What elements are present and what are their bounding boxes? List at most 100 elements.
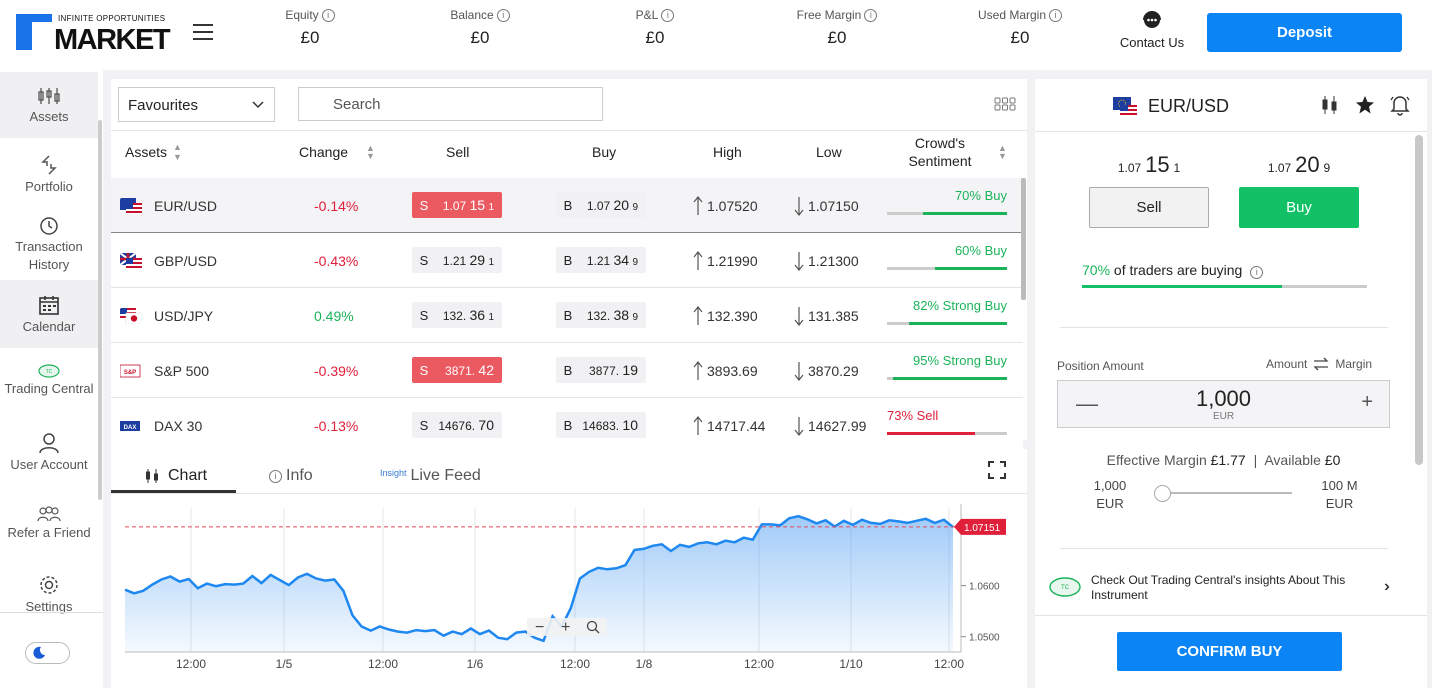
sell-button[interactable]: Sell — [1089, 187, 1209, 228]
info-icon[interactable]: i — [1049, 8, 1063, 22]
slider-handle[interactable] — [1154, 485, 1171, 502]
sidebar-item-portfolio[interactable]: Portfolio — [0, 148, 98, 208]
bell-icon[interactable] — [1390, 94, 1410, 116]
svg-text:S&P: S&P — [124, 370, 136, 376]
minus-icon[interactable]: — — [1076, 391, 1098, 416]
col-header-sentiment[interactable]: Crowd's Sentiment ▲ ▼ — [904, 131, 1014, 173]
table-row[interactable]: DAX DAX 30 -0.13% S 14676. 70 B 14683. 1… — [111, 398, 1023, 453]
sidebar-item-settings[interactable]: Settings — [0, 574, 98, 614]
insight-link-text[interactable]: Check Out Trading Central's insights Abo… — [1091, 573, 1346, 602]
fullscreen-icon[interactable] — [988, 461, 1006, 479]
sidebar-item-calendar[interactable]: Calendar — [0, 280, 98, 348]
price-prefix: 3877. — [589, 364, 620, 378]
table-row[interactable]: GBP/USD -0.43% S 1.21 29 1 B 1.21 34 9 — [111, 233, 1023, 288]
price-pips: 20 — [1295, 152, 1320, 177]
search-input[interactable]: Search — [298, 87, 603, 121]
buy-price-button[interactable]: B 14683. 10 — [556, 412, 646, 438]
stat-free-margin: Free Margin i £0 — [777, 8, 897, 48]
sentiment-label: 82% Strong Buy — [913, 298, 1007, 313]
confirm-buy-button[interactable]: CONFIRM BUY — [1117, 632, 1342, 671]
buy-price-button[interactable]: B 3877. 19 — [556, 357, 646, 383]
sidebar-item-assets[interactable]: Assets — [0, 72, 98, 138]
sentiment-label: 70% Buy — [954, 188, 1007, 203]
sell-price-button[interactable]: S 1.07 15 1 — [412, 192, 502, 218]
arrow-up-icon — [693, 250, 703, 270]
price-line — [124, 514, 954, 643]
amount-value[interactable]: 1,000 — [1195, 386, 1252, 411]
buy-price-button[interactable]: B 132. 38 9 — [556, 302, 646, 328]
tab-chart[interactable]: Chart — [145, 459, 207, 493]
info-icon[interactable]: i — [864, 8, 878, 22]
price-prefix: 132. — [442, 309, 467, 323]
sell-price-button[interactable]: S 132. 36 1 — [412, 302, 502, 328]
table-row[interactable]: USD/JPY 0.49% S 132. 36 1 B 132. 38 9 — [111, 288, 1023, 343]
tab-info[interactable]: i Info — [269, 459, 313, 493]
buy-price-button[interactable]: B 1.21 34 9 — [556, 247, 646, 273]
sidebar-label: Settings — [25, 599, 73, 614]
amount-slider[interactable] — [1154, 485, 1292, 502]
buy-price-button[interactable]: B 1.07 20 9 — [556, 192, 646, 218]
amount-margin-switch[interactable]: Amount Margin — [1266, 357, 1372, 371]
info-icon[interactable]: i — [496, 8, 510, 22]
price-chart[interactable]: 1.0600 1.0500 12:00 1/5 12:00 1/6 12:00 1/8 12:… — [111, 494, 1027, 688]
sidebar-item-trading-central[interactable]: TC Trading Central — [0, 364, 98, 414]
x-tick-label: 12:00 — [744, 657, 774, 671]
flag-icon: S&P — [120, 364, 141, 377]
table-scrollbar[interactable] — [1021, 178, 1026, 300]
grid-view-icon[interactable] — [994, 97, 1016, 111]
stat-value: £0 — [645, 28, 665, 47]
sell-price: 1.07 15 1 — [1089, 152, 1209, 178]
history-icon — [40, 217, 58, 235]
info-icon[interactable]: i — [661, 8, 675, 22]
plus-icon[interactable]: + — [1361, 391, 1373, 413]
sidebar-scrollbar[interactable] — [98, 120, 102, 500]
info-icon[interactable]: i — [1250, 266, 1264, 279]
favourites-dropdown[interactable]: Favourites — [118, 87, 275, 122]
logo[interactable]: INFINITE OPPORTUNITIES MARKET — [16, 14, 172, 56]
sidebar-item-user-account[interactable]: User Account — [0, 432, 98, 482]
sell-price-button[interactable]: S 3871. 42 — [412, 357, 502, 383]
col-header-change[interactable]: Change ▲ ▼ — [299, 131, 375, 173]
table-row[interactable]: EUR/USD -0.14% S 1.07 15 1 B 1.07 20 9 — [111, 178, 1023, 233]
asset-name: GBP/USD — [154, 252, 218, 269]
price-suffix: 1 — [488, 257, 494, 268]
x-tick-label: 1/10 — [839, 657, 863, 671]
col-header-assets[interactable]: Assets ▲ ▼ — [125, 131, 182, 173]
sidebar-item-transaction-history[interactable]: Transaction History — [0, 208, 98, 278]
zoom-out-icon[interactable]: − — [535, 619, 544, 636]
trade-panel-scrollbar[interactable] — [1415, 135, 1423, 465]
star-icon[interactable] — [1355, 95, 1375, 115]
portfolio-icon — [41, 155, 57, 175]
position-amount-stepper[interactable]: — 1,000 EUR + — [1057, 380, 1390, 428]
swap-icon — [1313, 357, 1329, 371]
stat-label: Equity — [285, 8, 319, 22]
panel-divider — [1060, 548, 1388, 549]
theme-toggle[interactable] — [25, 642, 70, 664]
sell-price-button[interactable]: S 14676. 70 — [412, 412, 502, 438]
y-tick-label: 1.0600 — [969, 582, 1000, 593]
price-area — [125, 516, 953, 652]
contact-us-button[interactable]: Contact Us — [1112, 8, 1192, 50]
high-cell: 14717.44 — [693, 398, 765, 453]
buy-button[interactable]: Buy — [1239, 187, 1359, 228]
asset-name: USD/JPY — [154, 307, 214, 324]
amount-currency: EUR — [1212, 411, 1235, 422]
price-pips: 70 — [478, 417, 494, 433]
sort-icon: ▲ ▼ — [173, 142, 182, 162]
contact-us-label: Contact Us — [1119, 35, 1185, 50]
zoom-in-icon[interactable]: + — [561, 619, 570, 636]
zoom-reset-icon[interactable] — [586, 620, 600, 634]
info-icon[interactable]: i — [321, 8, 335, 22]
forward-arrows-icon[interactable]: ››› — [1384, 578, 1390, 595]
tab-label: Live Feed — [410, 467, 481, 484]
deposit-button[interactable]: Deposit — [1207, 13, 1402, 52]
sell-price-button[interactable]: S 1.21 29 1 — [412, 247, 502, 273]
y-tick-label: 1.0500 — [969, 633, 1000, 644]
sidebar-item-refer-a-friend[interactable]: Refer a Friend — [0, 506, 98, 556]
tab-live-feed[interactable]: Insight Live Feed — [380, 459, 481, 493]
x-tick-label: 12:00 — [560, 657, 590, 671]
menu-icon[interactable] — [193, 24, 213, 40]
table-row[interactable]: S&P S&P 500 -0.39% S 3871. 42 B 3877. 19 — [111, 343, 1023, 398]
dropdown-value: Favourites — [128, 97, 199, 114]
candlestick-icon[interactable] — [1321, 95, 1339, 115]
